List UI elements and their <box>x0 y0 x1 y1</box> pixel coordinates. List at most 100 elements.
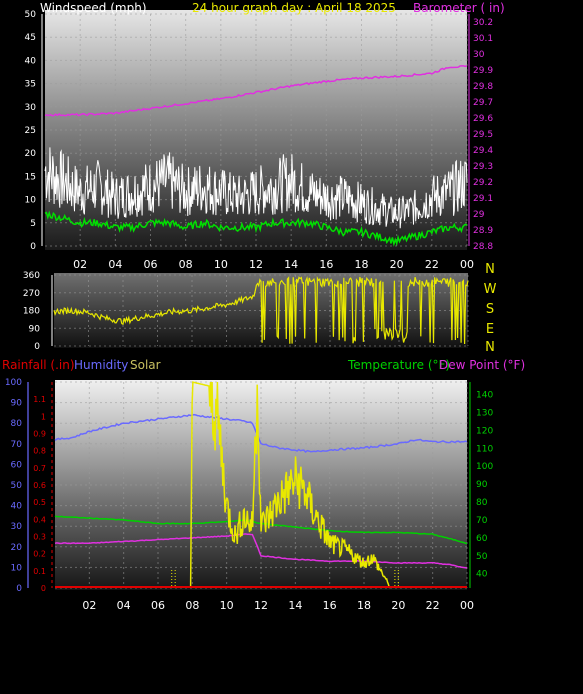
wind-tick-label: 50 <box>25 10 37 20</box>
compass-label: N <box>485 340 495 355</box>
x-tick-label: 00 <box>460 599 474 612</box>
temperature-tick-label: 90 <box>476 480 488 490</box>
barometer-tick-label: 29.3 <box>473 162 493 172</box>
compass-label: S <box>486 302 494 317</box>
x-tick-label: 00 <box>460 258 474 271</box>
x-tick-label: 06 <box>144 258 158 271</box>
dewpoint-line <box>54 533 468 569</box>
x-tick-label: 06 <box>151 599 165 612</box>
climate-series <box>54 381 468 589</box>
rain-tick-label: 0.1 <box>33 567 46 576</box>
barometer-tick-label: 29.7 <box>473 98 493 108</box>
humidity-tick-label: 70 <box>11 440 23 450</box>
wind-tick-label: 5 <box>30 219 36 229</box>
rain-tick-label: 1.1 <box>33 395 46 404</box>
rain-tick-label: 0.4 <box>33 515 46 524</box>
humidity-tick-label: 50 <box>11 481 23 491</box>
wind-tick-label: 35 <box>25 80 36 90</box>
barometer-tick-label: 29.6 <box>473 114 493 124</box>
humidity-tick-label: 20 <box>11 543 23 553</box>
humidity-tick-label: 100 <box>5 378 22 388</box>
humidity-tick-label: 80 <box>11 419 23 429</box>
rain-tick-label: 0.6 <box>33 481 46 490</box>
rainfall-legend: Rainfall (.in) <box>2 358 75 372</box>
rain-tick-label: 0.8 <box>33 447 46 456</box>
barometer-tick-label: 29.1 <box>473 194 493 204</box>
rain-tick-label: 1 <box>41 412 46 421</box>
humidity-tick-label: 40 <box>11 502 23 512</box>
temperature-legend: Temperature (°F) <box>347 358 450 372</box>
rain-tick-label: 0.5 <box>33 498 46 507</box>
direction-tick-label: 270 <box>23 289 40 299</box>
humidity-legend: Humidity <box>74 358 128 372</box>
compass-label: E <box>486 322 494 337</box>
barometer-tick-label: 30.2 <box>473 18 493 28</box>
x-tick-label: 18 <box>357 599 371 612</box>
temperature-tick-label: 130 <box>476 408 493 418</box>
direction-tick-label: 0 <box>34 342 40 352</box>
graph-title: 24 hour graph day : April 18 2025 <box>192 1 396 15</box>
humidity-tick-label: 0 <box>16 584 22 594</box>
wind-tick-label: 45 <box>25 33 36 43</box>
temperature-tick-label: 40 <box>476 570 488 580</box>
x-tick-label: 18 <box>355 258 369 271</box>
wind-gust-line <box>44 147 468 229</box>
axis-labels: 0510152025303540455028.828.92929.129.229… <box>5 10 497 612</box>
wind-tick-label: 40 <box>25 56 37 66</box>
rain-tick-label: 0.7 <box>33 464 46 473</box>
wind-average-line <box>44 210 468 247</box>
temperature-tick-label: 70 <box>476 516 488 526</box>
x-tick-label: 22 <box>426 599 440 612</box>
direction-tick-label: 360 <box>23 271 40 281</box>
compass-label: W <box>484 282 497 297</box>
wind-series <box>44 65 468 247</box>
wind-tick-label: 20 <box>25 149 37 159</box>
temperature-tick-label: 80 <box>476 498 488 508</box>
temperature-tick-label: 120 <box>476 426 493 436</box>
x-tick-label: 10 <box>214 258 228 271</box>
humidity-tick-label: 60 <box>11 460 23 470</box>
compass-label: N <box>485 262 495 277</box>
temperature-tick-label: 50 <box>476 552 488 562</box>
temperature-tick-label: 110 <box>476 444 493 454</box>
humidity-tick-label: 30 <box>11 522 23 532</box>
x-tick-label: 12 <box>249 258 263 271</box>
temperature-tick-label: 100 <box>476 462 493 472</box>
barometer-tick-label: 30.1 <box>473 34 493 44</box>
barometer-tick-label: 29.2 <box>473 178 493 188</box>
barometer-tick-label: 29.4 <box>473 146 493 156</box>
x-tick-label: 14 <box>288 599 302 612</box>
x-tick-label: 16 <box>319 258 333 271</box>
wind-tick-label: 10 <box>25 196 37 206</box>
solar-line <box>189 381 391 589</box>
barometer-tick-label: 30 <box>473 50 485 60</box>
x-tick-label: 10 <box>220 599 234 612</box>
x-tick-label: 22 <box>425 258 439 271</box>
x-tick-label: 14 <box>284 258 298 271</box>
barometer-tick-label: 29 <box>473 210 485 220</box>
wind-tick-label: 30 <box>25 103 37 113</box>
temperature-tick-label: 60 <box>476 534 488 544</box>
x-tick-label: 08 <box>185 599 199 612</box>
rain-tick-label: 0 <box>41 584 46 593</box>
barometer-tick-label: 29.9 <box>473 66 493 76</box>
wind-tick-label: 25 <box>25 126 36 136</box>
x-tick-label: 04 <box>117 599 131 612</box>
barometer-tick-label: 29.5 <box>473 130 493 140</box>
barometer-tick-label: 29.8 <box>473 82 493 92</box>
barometer-tick-label: 28.9 <box>473 226 493 236</box>
direction-series <box>53 276 469 345</box>
x-tick-label: 16 <box>323 599 337 612</box>
x-tick-label: 12 <box>254 599 268 612</box>
barometer-axis-title: Barometer ( in) <box>413 1 505 15</box>
rain-tick-label: 0.2 <box>33 550 46 559</box>
rain-tick-label: 0.3 <box>33 533 46 542</box>
x-tick-label: 20 <box>391 599 405 612</box>
x-tick-label: 02 <box>82 599 96 612</box>
dewpoint-legend: Dew Point (°F) <box>439 358 525 372</box>
humidity-tick-label: 10 <box>11 563 23 573</box>
humidity-tick-label: 90 <box>11 399 23 409</box>
windspeed-axis-title: Windspeed (mph) <box>40 1 147 15</box>
humidity-line <box>54 413 468 454</box>
